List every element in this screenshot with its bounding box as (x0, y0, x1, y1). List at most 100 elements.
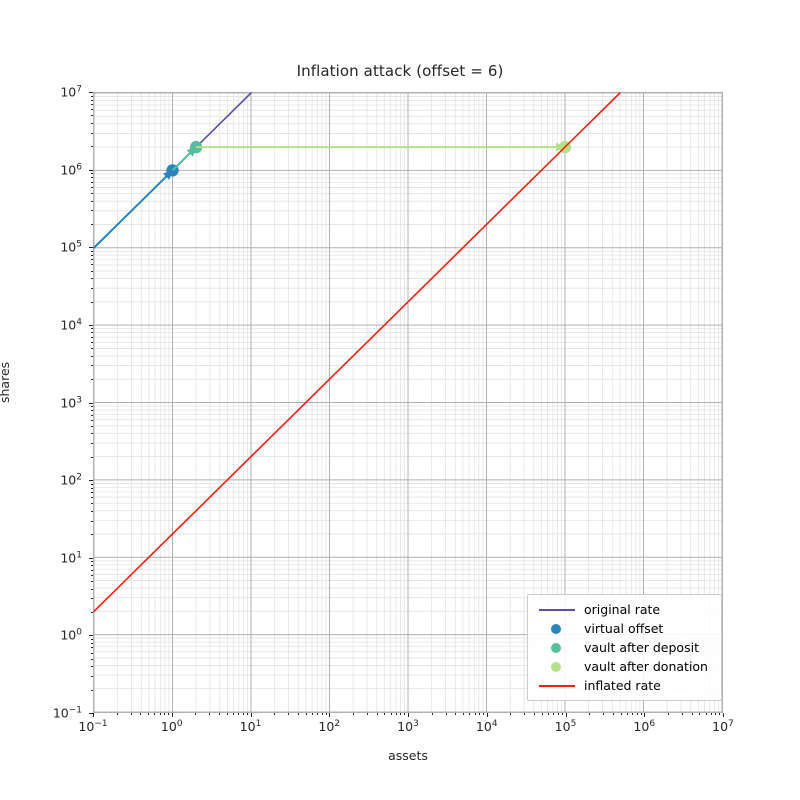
y-tick-mark-minor (90, 173, 93, 175)
legend-dot-icon (551, 624, 561, 634)
x-tick-mark-minor (288, 713, 290, 716)
x-tick-label: 104 (475, 718, 498, 734)
x-tick-mark-minor (561, 713, 563, 716)
x-tick-mark-minor (557, 713, 559, 716)
x-tick-mark-minor (274, 713, 276, 716)
x-tick-mark-minor (238, 713, 240, 716)
y-tick-mark-minor (90, 254, 93, 256)
y-tick-mark-minor (90, 146, 93, 148)
x-tick-label: 103 (397, 718, 419, 734)
legend-item[interactable]: virtual offset (535, 619, 714, 638)
x-tick-mark-minor (705, 713, 707, 716)
y-tick-mark-minor (90, 250, 93, 252)
x-tick-mark-minor (242, 713, 244, 716)
y-tick-mark-minor (90, 433, 93, 435)
x-tick-mark-minor (168, 713, 170, 716)
y-tick-label: 107 (60, 84, 82, 100)
y-tick-mark-minor (90, 569, 93, 571)
x-tick-mark-minor (699, 713, 701, 716)
y-tick-mark-minor (90, 638, 93, 640)
x-tick-mark (408, 713, 409, 717)
y-tick-mark-minor (90, 264, 93, 266)
x-tick-mark (486, 713, 488, 717)
y-tick-mark-minor (90, 192, 93, 194)
y-tick-label: 100 (60, 627, 82, 643)
y-tick-mark-minor (90, 497, 93, 499)
y-tick-mark-minor (90, 122, 93, 124)
x-tick-mark-minor (431, 713, 433, 716)
y-tick-mark-minor (90, 223, 93, 225)
x-tick-mark-minor (226, 713, 228, 716)
x-tick-mark-minor (305, 713, 307, 716)
x-tick-mark-minor (455, 713, 457, 716)
y-tick-mark-minor (90, 210, 93, 212)
y-tick-mark-minor (90, 200, 93, 202)
chart-legend[interactable]: original rate virtual offset vault after d… (527, 594, 722, 701)
data-layer (93, 92, 621, 613)
y-tick-mark-minor (90, 503, 93, 505)
x-tick-label: 106 (633, 718, 656, 734)
x-tick-mark-minor (219, 713, 221, 716)
y-tick-mark-minor (90, 355, 93, 357)
x-tick-label: 102 (318, 718, 341, 734)
legend-dot-swatch (535, 657, 579, 676)
y-tick-mark-minor (90, 675, 93, 677)
legend-line-swatch (535, 676, 579, 695)
x-tick-mark-minor (116, 713, 118, 716)
y-tick-mark-minor (90, 186, 93, 188)
x-tick-mark-minor (469, 713, 471, 716)
y-tick-mark-minor (90, 647, 93, 649)
y-tick-mark-minor (90, 99, 93, 101)
x-tick-mark-minor (164, 713, 166, 716)
x-tick-mark-minor (297, 713, 299, 716)
x-tick-label: 107 (712, 718, 734, 734)
x-tick-mark-minor (589, 713, 591, 716)
x-tick-mark-minor (325, 713, 327, 716)
legend-item[interactable]: original rate (535, 600, 714, 619)
legend-label: inflated rate (584, 678, 661, 693)
x-tick-mark-minor (352, 713, 354, 716)
y-tick-label: 106 (60, 161, 82, 178)
y-tick-label: 102 (60, 472, 82, 488)
y-tick-mark (89, 92, 93, 93)
x-tick-mark-minor (148, 713, 150, 716)
y-tick-mark-minor (90, 443, 93, 445)
x-tick-mark-minor (719, 713, 721, 716)
y-tick-mark-minor (90, 348, 93, 350)
arrow-shaft-vault-after-deposit (171, 152, 191, 172)
x-tick-label: 10−1 (78, 718, 108, 734)
y-tick-mark (89, 480, 93, 482)
x-tick-mark-minor (474, 713, 476, 716)
y-tick-mark (89, 713, 93, 714)
y-tick-mark-minor (90, 406, 93, 408)
y-tick-mark-minor (90, 410, 93, 412)
legend-item[interactable]: vault after donation (535, 657, 714, 676)
y-tick-mark-minor (90, 520, 93, 522)
legend-item[interactable]: inflated rate (535, 676, 714, 695)
x-tick-mark-minor (400, 713, 402, 716)
x-tick-mark-minor (246, 713, 248, 716)
y-tick-mark-minor (90, 332, 93, 334)
x-tick-mark-minor (524, 713, 526, 716)
legend-dot-icon (551, 643, 561, 653)
y-tick-label: 104 (60, 317, 82, 333)
arrow-shaft-virtual-offset (93, 175, 167, 249)
x-tick-mark-minor (154, 713, 156, 716)
legend-dot-swatch (535, 619, 579, 638)
x-tick-mark-minor (209, 713, 211, 716)
y-tick-mark-minor (90, 511, 93, 512)
y-tick-label: 10−1 (52, 705, 82, 721)
legend-item[interactable]: vault after deposit (535, 638, 714, 657)
x-tick-mark-minor (691, 713, 693, 716)
x-tick-mark-minor (321, 713, 323, 716)
y-tick-label: 105 (60, 239, 82, 255)
x-axis-label: assets (388, 748, 428, 763)
x-tick-mark (329, 713, 331, 717)
y-tick-mark-minor (90, 487, 93, 489)
y-tick-mark-minor (90, 565, 93, 567)
y-tick-mark-minor (90, 492, 93, 494)
y-axis-label: shares (0, 361, 12, 403)
y-tick-mark-minor (90, 414, 93, 416)
x-tick-mark-minor (632, 713, 634, 716)
y-tick-mark-minor (90, 181, 93, 183)
